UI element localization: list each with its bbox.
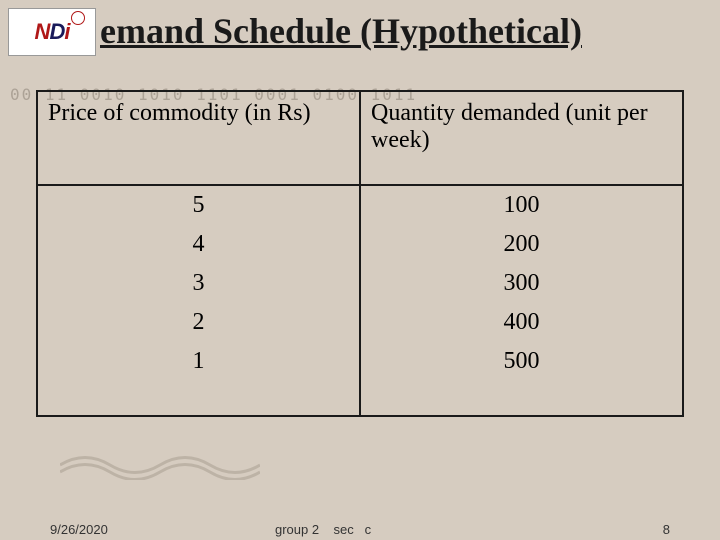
logo: NDi [8,8,96,56]
cell-price: 3 [38,264,359,303]
logo-text: NDi [35,19,70,45]
cell-qty: 300 [361,264,682,303]
footer-page: 8 [663,522,670,537]
table-header-row: Price of commodity (in Rs) Quantity dema… [37,91,683,185]
logo-letter-n: N [35,19,50,44]
cell-qty: 500 [361,342,682,415]
col-header-quantity: Quantity demanded (unit per week) [360,91,683,185]
logo-letter-i: i [64,19,69,44]
footer-date: 9/26/2020 [50,522,108,537]
cell-qty: 400 [361,303,682,342]
cell-price: 2 [38,303,359,342]
globe-icon [71,11,85,25]
col-header-price: Price of commodity (in Rs) [37,91,360,185]
cell-price: 4 [38,225,359,264]
footer-center: group 2 sec c [275,522,371,537]
cell-qty: 200 [361,225,682,264]
logo-letter-d: D [49,19,64,44]
wave-decor [60,450,260,480]
demand-table: Price of commodity (in Rs) Quantity dema… [36,90,684,417]
cell-price: 1 [38,342,359,415]
table-body-row: 5 4 3 2 1 100 200 300 400 500 [37,185,683,416]
slide-title: emand Schedule (Hypothetical) [100,10,582,52]
cell-price: 5 [38,186,359,225]
cell-qty: 100 [361,186,682,225]
